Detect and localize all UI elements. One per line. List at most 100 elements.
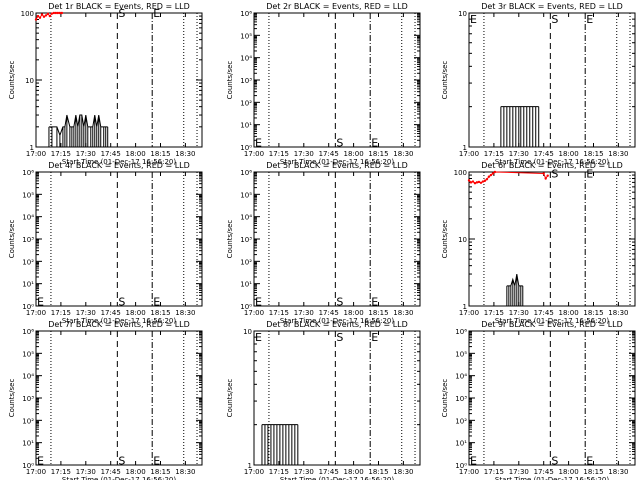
lld-point <box>34 18 38 21</box>
time-marker-e: E <box>37 454 44 467</box>
x-tick-label: 18:15 <box>150 468 170 476</box>
y-tick-label: 10⁰ <box>240 303 252 311</box>
lld-point <box>542 172 545 175</box>
detector-panel-3: Det 3r BLACK = Events, RED = LLD 17:00 17:… <box>441 2 636 166</box>
x-tick-label: 17:45 <box>319 309 339 317</box>
time-marker-s: S <box>336 295 343 308</box>
time-marker-s: S <box>551 454 558 467</box>
x-tick-label: 17:45 <box>534 150 554 158</box>
x-tick-label: 18:15 <box>368 309 388 317</box>
x-axis-title: Start Time (01-Dec-17 16:56:20) <box>280 317 394 325</box>
detector-panel-5: Det 5r BLACK = Events, RED = LLD 17:00 17:… <box>226 161 421 325</box>
lld-point <box>46 12 50 16</box>
y-tick-label: 10⁴ <box>455 373 467 381</box>
x-tick-label: 17:30 <box>76 150 96 158</box>
y-axis-title: Counts/sec <box>8 61 16 100</box>
y-tick-label: 10² <box>240 99 252 107</box>
time-marker-s: S <box>551 167 558 180</box>
y-tick-label: 1 <box>248 462 252 470</box>
y-tick-label: 100 <box>21 10 34 18</box>
y-tick-label: 10⁰ <box>22 303 34 311</box>
y-tick-label: 10⁴ <box>240 214 252 222</box>
lld-point <box>469 181 473 184</box>
x-tick-label: 18:30 <box>393 150 413 158</box>
lld-point <box>546 174 549 177</box>
x-axis-title: Start Time (01-Dec-17 16:56:20) <box>495 317 609 325</box>
x-tick-label: 17:30 <box>76 309 96 317</box>
lld-point <box>477 180 481 184</box>
y-tick-label: 10¹ <box>22 440 34 448</box>
events-series <box>500 106 540 147</box>
lld-point <box>481 180 485 183</box>
plot-frame <box>253 171 421 307</box>
x-tick-label: 17:15 <box>269 309 289 317</box>
lld-point <box>36 14 40 18</box>
lld-point <box>493 170 497 174</box>
y-tick-label: 10² <box>22 258 34 266</box>
y-tick-label: 10¹ <box>240 281 252 289</box>
x-tick-label: 17:15 <box>484 468 504 476</box>
detector-panel-1: Det 1r BLACK = Events, RED = LLD 17:00 17:… <box>8 2 203 166</box>
lld-series-line <box>468 171 549 184</box>
x-axis-title: Start Time (01-Dec-17 16:56:20) <box>495 158 609 166</box>
x-tick-label: 17:00 <box>459 309 479 317</box>
lld-point <box>60 11 64 15</box>
detector-panel-2: Det 2r BLACK = Events, RED = LLD 17:00 17:… <box>226 2 421 166</box>
y-tick-label: 100 <box>454 169 467 177</box>
y-tick-label: 10 <box>25 77 34 85</box>
lld-point <box>38 16 42 19</box>
x-tick-label: 18:30 <box>608 468 628 476</box>
x-tick-label: 18:00 <box>559 468 579 476</box>
x-tick-label: 17:45 <box>101 309 121 317</box>
y-tick-label: 10⁵ <box>240 191 252 199</box>
lld-point <box>471 180 475 183</box>
time-marker-e: E <box>153 454 160 467</box>
lld-point <box>42 15 46 18</box>
x-tick-label: 18:00 <box>344 309 364 317</box>
time-marker-e: E <box>371 331 378 344</box>
x-tick-label: 18:15 <box>583 150 603 158</box>
x-tick-label: 17:00 <box>26 468 46 476</box>
plot-frame <box>35 171 203 307</box>
y-tick-label: 10³ <box>240 77 252 85</box>
x-tick-label: 17:00 <box>459 150 479 158</box>
y-tick-label: 10¹ <box>455 440 467 448</box>
x-tick-label: 18:00 <box>559 150 579 158</box>
y-axis-title: Counts/sec <box>8 379 16 418</box>
x-tick-label: 17:45 <box>319 150 339 158</box>
x-tick-label: 17:30 <box>509 309 529 317</box>
x-tick-label: 18:15 <box>583 309 603 317</box>
y-axis-title: Counts/sec <box>226 379 234 418</box>
y-tick-label: 10⁴ <box>240 55 252 63</box>
x-tick-label: 17:45 <box>101 468 121 476</box>
panel-title: Det 2r BLACK = Events, RED = LLD <box>266 2 408 11</box>
panel-title: Det 1r BLACK = Events, RED = LLD <box>48 2 190 11</box>
y-axis-title: Counts/sec <box>226 220 234 259</box>
x-tick-label: 17:00 <box>459 468 479 476</box>
time-marker-s: S <box>118 7 125 20</box>
time-marker-e: E <box>371 136 378 149</box>
x-tick-label: 17:45 <box>319 468 339 476</box>
x-tick-label: 17:45 <box>101 150 121 158</box>
time-marker-e: E <box>255 295 262 308</box>
x-tick-label: 18:30 <box>393 309 413 317</box>
lld-point <box>52 11 56 15</box>
lld-point <box>491 172 495 175</box>
lld-point <box>40 13 44 16</box>
lld-point <box>467 179 471 182</box>
x-tick-label: 17:00 <box>244 468 264 476</box>
x-tick-label: 17:45 <box>534 309 554 317</box>
x-tick-label: 17:00 <box>26 150 46 158</box>
detector-panel-6: Det 6r BLACK = Events, RED = LLD 17:00 17:… <box>441 161 636 325</box>
detector-panel-7: Det 7r BLACK = Events, RED = LLD 17:00 17:… <box>8 320 203 480</box>
x-tick-label: 18:30 <box>393 468 413 476</box>
x-tick-label: 18:00 <box>126 150 146 158</box>
x-tick-label: 17:15 <box>51 468 71 476</box>
x-tick-label: 17:30 <box>509 468 529 476</box>
y-tick-label: 10⁶ <box>455 328 467 336</box>
x-tick-label: 17:15 <box>51 309 71 317</box>
y-axis-title: Counts/sec <box>226 61 234 100</box>
lld-point <box>44 14 48 17</box>
panel-title: Det 8r BLACK = Events, RED = LLD <box>266 320 408 329</box>
y-tick-label: 1 <box>463 144 467 152</box>
